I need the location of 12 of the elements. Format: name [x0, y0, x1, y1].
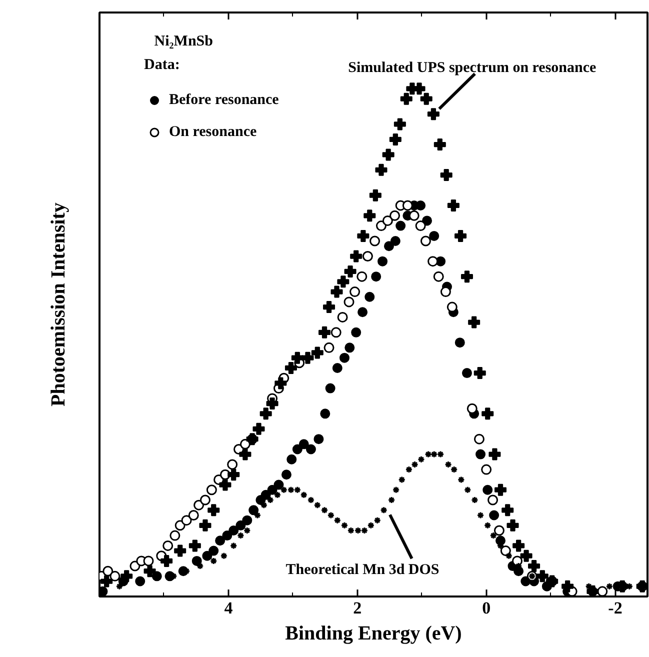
y-axis-title: Photoemission Intensity — [48, 202, 70, 406]
text: Ni₂MnSb — [154, 34, 213, 50]
x-axis-title: Binding Energy (eV) — [285, 622, 462, 644]
x-tick-label: 0 — [482, 598, 491, 618]
annotation: Theoretical Mn 3d DOS — [286, 562, 440, 578]
legend-title: Data: — [144, 57, 181, 74]
legend-label: Before resonance — [169, 92, 279, 108]
text: Simulated UPS spectrum on resonance — [348, 60, 597, 76]
x-tick-label: -2 — [608, 598, 622, 618]
x-tick-label: 4 — [224, 598, 234, 618]
x-tick-label: 2 — [353, 598, 362, 618]
legend-label: On resonance — [169, 124, 257, 140]
